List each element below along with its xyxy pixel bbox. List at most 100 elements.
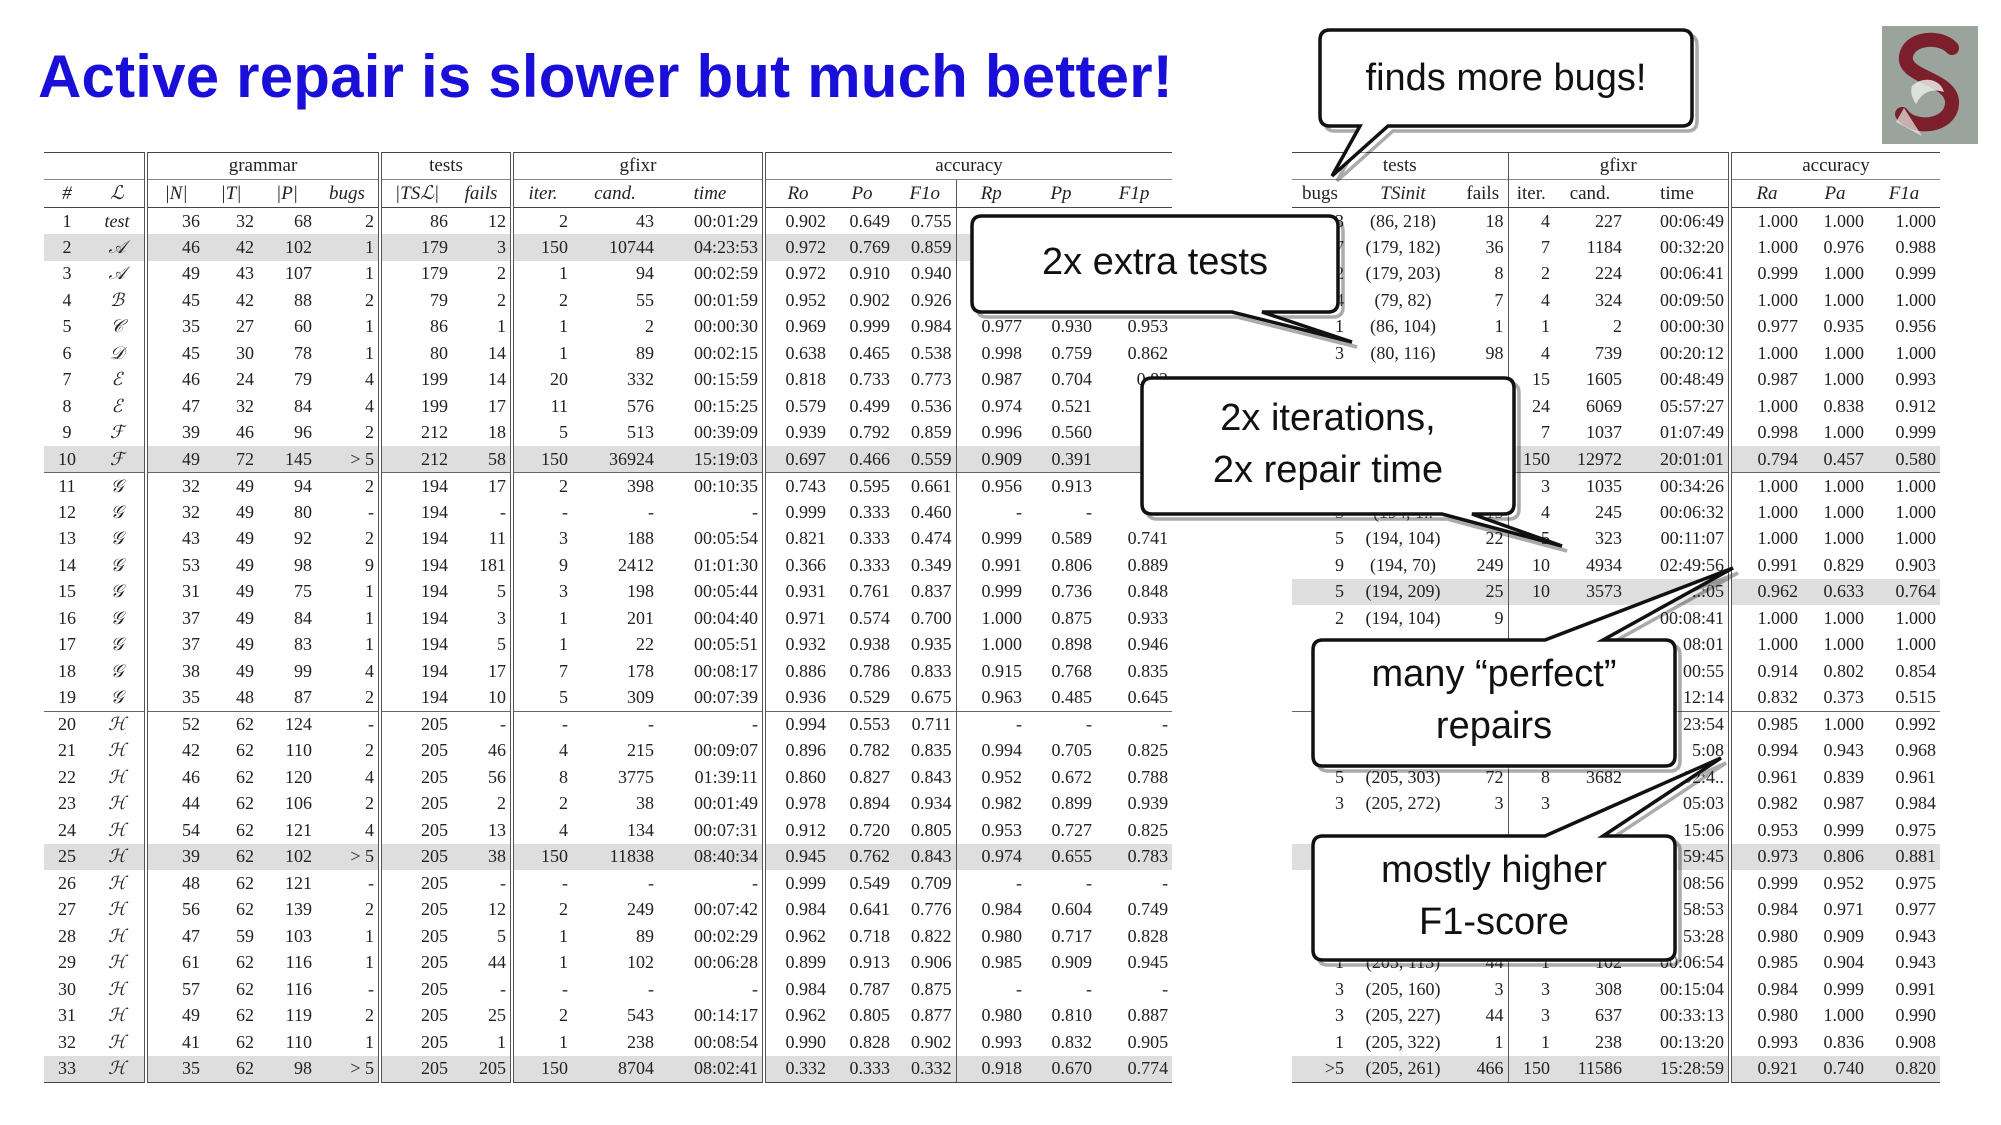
table-cell: 0.999 xyxy=(955,525,1027,552)
table-row: 2 𝒜 46 42 102 1 179 3 150 10744 04:23:53 0.972 0.769… xyxy=(44,234,1173,261)
table-cell: 0.992 xyxy=(1868,710,1941,738)
table-cell: 1 xyxy=(497,316,507,337)
table-cell: 0.705 xyxy=(1051,740,1093,761)
table-cell: - xyxy=(648,978,655,999)
table-cell: 201 xyxy=(627,607,655,628)
callout-higher-f1: mostly higher F1-score xyxy=(1311,750,1753,970)
table-cell: 1 xyxy=(365,952,375,973)
column-header: Ra xyxy=(1728,179,1802,208)
table-cell: 10 xyxy=(1507,578,1554,605)
table-cell: 83 xyxy=(294,634,312,655)
table-row: 10 ℱ 49 72 145 > 5 212 58 150 36924 15:19:03 0.697 0… xyxy=(44,446,1173,473)
table-cell: 8 xyxy=(510,764,573,791)
table-row: 1 test 36 32 68 2 86 12 2 43 00:01:29 0.902 0.649 0.7… xyxy=(44,207,1172,234)
table-row: 5 𝒞 35 27 60 1 86 1 1 2 00:00:30 0.969 0.999 0.984 0.9… xyxy=(44,313,1172,340)
university-s-crest-icon xyxy=(1882,26,1978,144)
table-cell: 1.000 xyxy=(1728,340,1802,367)
table-cell: 7 xyxy=(1507,234,1554,261)
table-cell: 1 xyxy=(510,260,573,287)
table-cell: 0.985 xyxy=(1728,710,1802,738)
callout-iterations-text-2: 2x repair time xyxy=(1212,449,1444,491)
table-cell xyxy=(1507,605,1554,632)
column-header: Pa xyxy=(1802,179,1868,208)
table-cell: 0.998 xyxy=(955,340,1027,367)
table-cell: 00:02:15 xyxy=(694,342,759,363)
table-cell: 1.000 xyxy=(1823,289,1865,310)
table-cell: 89 xyxy=(636,925,655,946)
table-cell: 𝒢 xyxy=(110,607,124,628)
table-cell: 47 xyxy=(144,923,204,950)
table-row: 9 ℱ 39 46 96 2 212 18 5 513 00:39:09 0.939 0.792 0.85… xyxy=(44,419,1172,446)
table-cell: 0.740 xyxy=(1802,1055,1868,1083)
table-cell: 18 xyxy=(488,422,507,443)
table-cell: 4934 xyxy=(1586,554,1622,575)
table-cell: 4 xyxy=(365,660,375,681)
table-cell: 1 xyxy=(510,340,573,367)
group-gfixr: gfixr xyxy=(1507,152,1730,180)
table-cell: 44 xyxy=(144,790,204,817)
table-cell: 212 xyxy=(378,419,453,446)
table-cell: 11 xyxy=(44,472,90,499)
table-cell: 205 xyxy=(378,710,453,738)
table-cell: 0.980 xyxy=(1728,1002,1802,1029)
table-cell: 0.902 xyxy=(762,207,831,234)
column-header: |N| xyxy=(144,179,204,208)
table-cell: 32 xyxy=(144,472,204,499)
table-cell: 𝒢 xyxy=(110,660,124,681)
table-cell: - xyxy=(500,501,507,522)
table-cell: - xyxy=(1096,710,1173,738)
table-cell: 0.773 xyxy=(911,369,952,390)
table-cell: 17 xyxy=(58,634,76,655)
table-cell: 150 xyxy=(510,446,573,473)
table-cell: 398 xyxy=(572,472,659,499)
table-cell: 0.661 xyxy=(894,472,957,499)
table-cell: 15 xyxy=(58,581,76,602)
table-cell: 9 xyxy=(365,554,375,575)
column-header: time xyxy=(1626,179,1730,208)
table-cell: 94 xyxy=(636,263,655,284)
table-cell: 3775 xyxy=(618,766,655,787)
table-cell: 1.000 xyxy=(1728,472,1802,499)
table-cell: 119 xyxy=(285,1005,312,1026)
table-cell: 2 xyxy=(497,793,507,814)
table-cell: 245 xyxy=(1595,501,1622,522)
table-cell: 2 xyxy=(365,740,375,761)
table-cell: 96 xyxy=(294,422,312,443)
table-cell: 0.934 xyxy=(911,793,952,814)
column-header: F1p xyxy=(1096,179,1173,208)
table-cell: 15:19:03 xyxy=(658,446,765,473)
table-cell: 0.538 xyxy=(911,342,952,363)
table-cell: 0.786 xyxy=(849,660,891,681)
table-cell: 0.912 xyxy=(1895,395,1937,416)
table-cell: 0.828 xyxy=(1127,925,1169,946)
table-row: 7 ℰ 46 24 79 4 199 14 20 332 00:15:59 0.818 0.733 0.7… xyxy=(44,366,1172,393)
table-cell: 0.990 xyxy=(762,1029,831,1056)
table-cell: - xyxy=(1162,978,1169,999)
table-cell: 0.931 xyxy=(762,578,831,605)
table-cell: 5 xyxy=(1292,578,1348,605)
table-cell: 0.718 xyxy=(849,925,891,946)
table-cell: 04:23:53 xyxy=(658,234,765,261)
table-cell: 0.984 xyxy=(1728,976,1802,1003)
group-accuracy: accuracy xyxy=(762,152,1173,180)
table-cell: 0.912 xyxy=(762,817,831,844)
table-cell: (179, 203) xyxy=(1365,263,1441,284)
table-cell: 150 xyxy=(510,843,573,870)
table-cell: - xyxy=(752,978,759,999)
table-cell: 39 xyxy=(144,843,204,870)
table-cell: ℋ xyxy=(90,710,146,738)
table-cell: 0.909 xyxy=(1823,925,1865,946)
table-cell: 116 xyxy=(285,978,312,999)
table-row: 28 ℋ 47 59 103 1 205 5 1 89 00:02:29 0.962 0.718 0.82… xyxy=(44,923,1172,950)
table-cell: 0.972 xyxy=(762,260,831,287)
table-cell: 0.978 xyxy=(762,790,831,817)
table-cell: 49 xyxy=(236,607,254,628)
column-header: # xyxy=(44,179,90,208)
table-cell: 00:39:09 xyxy=(694,422,759,443)
table-cell: 3 xyxy=(510,578,573,605)
table-cell: 00:33:13 xyxy=(1659,1005,1724,1026)
table-cell: 0.899 xyxy=(1051,793,1093,814)
table-cell: 00:55 xyxy=(1682,660,1724,681)
table-cell: (86, 104) xyxy=(1370,316,1436,337)
